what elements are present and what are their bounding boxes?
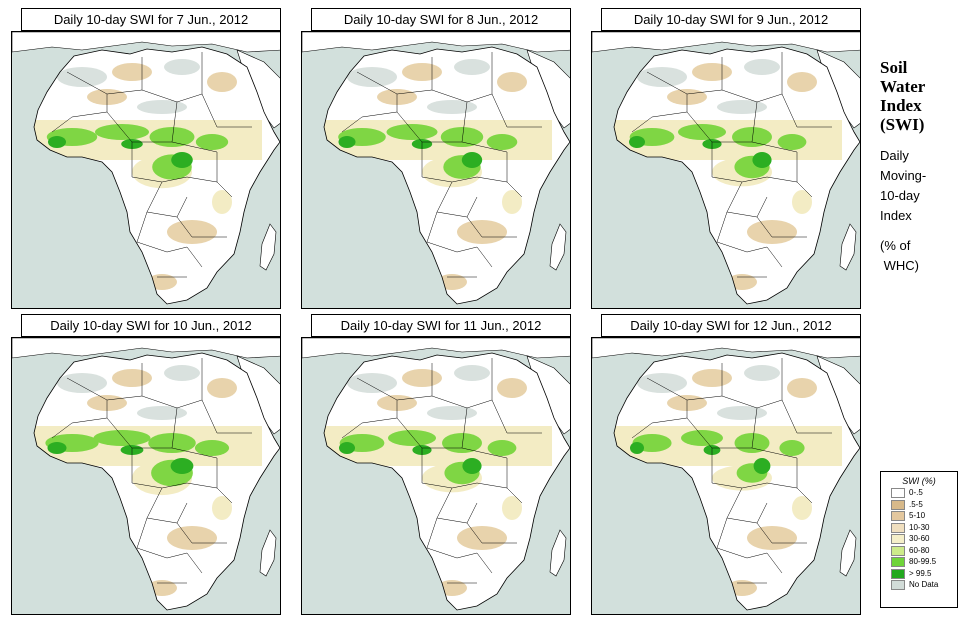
africa-map: [11, 337, 281, 615]
legend-item: 10-30: [881, 522, 957, 534]
side-caption: Soil Water Index (SWI) Daily Moving- 10-…: [880, 58, 965, 276]
legend-swatch: [891, 545, 905, 556]
africa-map: [301, 337, 571, 615]
legend-swatch: [891, 499, 905, 510]
legend-label: 0-.5: [909, 488, 923, 497]
legend-label: No Data: [909, 580, 939, 589]
caption-title-line: (SWI): [880, 115, 925, 134]
legend-label: 30-60: [909, 534, 930, 543]
legend-item: 60-80: [881, 545, 957, 557]
africa-map: [591, 31, 861, 309]
legend-swatch: [891, 522, 905, 533]
legend-swatch: [891, 557, 905, 567]
legend-label: 5-10: [909, 511, 926, 520]
legend-swatch: [891, 488, 905, 498]
legend-label: 10-30: [909, 522, 930, 532]
africa-map: [301, 31, 571, 309]
legend-swatch: [891, 568, 905, 579]
caption-unit-line: (% of: [880, 238, 911, 253]
caption-title-line: Soil: [880, 58, 908, 77]
legend-label: > 99.5: [909, 568, 932, 578]
caption-desc-line: Daily: [880, 148, 909, 163]
panel-title: Daily 10-day SWI for 7 Jun., 2012: [21, 8, 281, 31]
caption-desc-line: 10-day: [880, 188, 920, 203]
legend-label: 80-99.5: [909, 557, 937, 566]
caption-unit-line: WHC): [880, 258, 919, 273]
swi-legend: SWI (%) 0-.5 .5-5 5-10 10-30 30-60 60-80 80-99…: [880, 471, 958, 608]
legend-label: 60-80: [909, 545, 930, 555]
legend-item: .5-5: [881, 499, 957, 511]
legend-item: 5-10: [881, 510, 957, 522]
legend-item: No Data: [881, 579, 957, 591]
legend-title: SWI (%): [902, 476, 936, 486]
legend-item: 80-99.5: [881, 556, 957, 568]
legend-item: 30-60: [881, 533, 957, 545]
legend-label: .5-5: [909, 499, 923, 509]
legend-swatch: [891, 534, 905, 544]
panel-title: Daily 10-day SWI for 8 Jun., 2012: [311, 8, 571, 31]
legend-swatch: [891, 511, 905, 521]
legend-swatch: [891, 580, 905, 590]
panel-title: Daily 10-day SWI for 10 Jun., 2012: [21, 314, 281, 337]
panel-title: Daily 10-day SWI for 12 Jun., 2012: [601, 314, 861, 337]
panel-title: Daily 10-day SWI for 11 Jun., 2012: [311, 314, 571, 337]
caption-title-line: Water: [880, 77, 926, 96]
africa-map: [591, 337, 861, 615]
legend-item: 0-.5: [881, 487, 957, 499]
panel-title: Daily 10-day SWI for 9 Jun., 2012: [601, 8, 861, 31]
caption-title-line: Index: [880, 96, 922, 115]
africa-map: [11, 31, 281, 309]
caption-desc-line: Index: [880, 208, 912, 223]
legend-item: > 99.5: [881, 568, 957, 580]
caption-desc-line: Moving-: [880, 168, 927, 183]
